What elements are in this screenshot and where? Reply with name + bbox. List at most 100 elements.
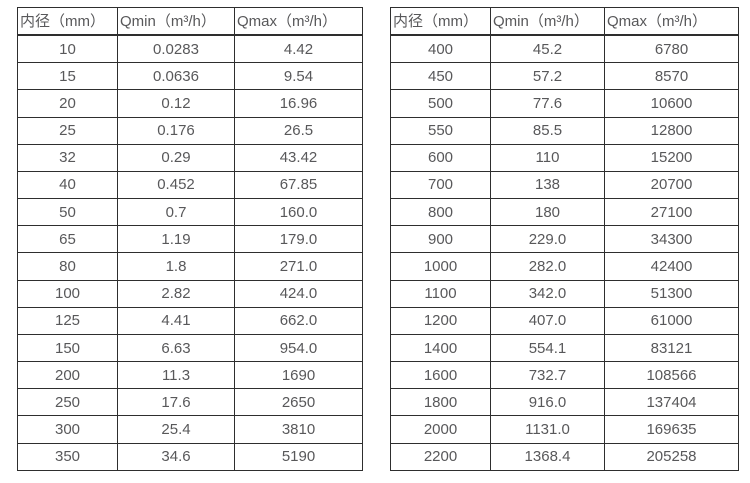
table-cell: 169635 <box>604 415 739 444</box>
table-cell: 20 <box>17 89 118 118</box>
table-cell: 15 <box>17 62 118 91</box>
table-cell: 700 <box>390 170 491 200</box>
table-cell: 350 <box>17 442 118 472</box>
table-cell: 40 <box>17 170 118 200</box>
table-cell: 2200 <box>390 442 491 472</box>
table-cell: 3810 <box>234 415 363 444</box>
table-cell: 100 <box>17 279 118 308</box>
table-cell: 342.0 <box>490 279 605 308</box>
table-cell: 16.96 <box>234 89 363 118</box>
header-row: 内径（mm） Qmin（m³/h） Qmax（m³/h） <box>17 7 363 36</box>
table-cell: 1400 <box>390 333 491 363</box>
table-row: 1400 554.1 83121 <box>390 333 739 363</box>
table-cell: 17.6 <box>117 388 235 417</box>
table-cell: 77.6 <box>490 89 605 118</box>
table-cell: 0.29 <box>117 143 235 172</box>
table-cell: 2000 <box>390 415 491 444</box>
table-cell: 0.452 <box>117 170 235 200</box>
table-row: 200 11.3 1690 <box>17 361 363 390</box>
table-cell: 0.176 <box>117 116 235 145</box>
table-cell: 4.41 <box>117 306 235 335</box>
table-cell: 0.7 <box>117 198 235 227</box>
table-cell: 80 <box>17 252 118 281</box>
table-row: 150 6.63 954.0 <box>17 333 363 363</box>
table-cell: 282.0 <box>490 252 605 281</box>
table-cell: 5190 <box>234 442 363 472</box>
table-cell: 407.0 <box>490 306 605 335</box>
table-cell: 150 <box>17 333 118 363</box>
table-cell: 900 <box>390 225 491 254</box>
table-cell: 179.0 <box>234 225 363 254</box>
flow-rate-table-small-diameters: 内径（mm） Qmin（m³/h） Qmax（m³/h） 10 0.0283 4.4… <box>17 7 363 472</box>
header-qmax: Qmax（m³/h） <box>604 7 739 36</box>
table-cell: 1131.0 <box>490 415 605 444</box>
table-cell: 180 <box>490 198 605 227</box>
table-cell: 1368.4 <box>490 442 605 472</box>
table-row: 300 25.4 3810 <box>17 415 363 444</box>
table-cell: 25.4 <box>117 415 235 444</box>
flow-rate-table-large-diameters: 内径（mm） Qmin（m³/h） Qmax（m³/h） 400 45.2 6780… <box>390 7 739 472</box>
table-cell: 0.0283 <box>117 34 235 64</box>
table-cell: 0.12 <box>117 89 235 118</box>
table-row: 50 0.7 160.0 <box>17 198 363 227</box>
table-cell: 34300 <box>604 225 739 254</box>
table-row: 550 85.5 12800 <box>390 116 739 145</box>
table-cell: 11.3 <box>117 361 235 390</box>
table-cell: 450 <box>390 62 491 91</box>
table-row: 65 1.19 179.0 <box>17 225 363 254</box>
table-cell: 50 <box>17 198 118 227</box>
table-cell: 2.82 <box>117 279 235 308</box>
table-cell: 550 <box>390 116 491 145</box>
table-row: 1100 342.0 51300 <box>390 279 739 308</box>
header-diameter: 内径（mm） <box>17 7 118 36</box>
table-cell: 2650 <box>234 388 363 417</box>
table-cell: 500 <box>390 89 491 118</box>
table-cell: 67.85 <box>234 170 363 200</box>
table-cell: 57.2 <box>490 62 605 91</box>
table-row: 1800 916.0 137404 <box>390 388 739 417</box>
table-cell: 1.8 <box>117 252 235 281</box>
table-cell: 15200 <box>604 143 739 172</box>
table-cell: 1200 <box>390 306 491 335</box>
table-cell: 732.7 <box>490 361 605 390</box>
table-cell: 6780 <box>604 34 739 64</box>
table-cell: 662.0 <box>234 306 363 335</box>
table-row: 1200 407.0 61000 <box>390 306 739 335</box>
table-cell: 1100 <box>390 279 491 308</box>
table-cell: 600 <box>390 143 491 172</box>
table-cell: 400 <box>390 34 491 64</box>
table-row: 450 57.2 8570 <box>390 62 739 91</box>
table-cell: 0.0636 <box>117 62 235 91</box>
table-cell: 424.0 <box>234 279 363 308</box>
table-row: 25 0.176 26.5 <box>17 116 363 145</box>
table-row: 600 110 15200 <box>390 143 739 172</box>
header-qmin: Qmin（m³/h） <box>490 7 605 36</box>
table-row: 900 229.0 34300 <box>390 225 739 254</box>
header-qmax: Qmax（m³/h） <box>234 7 363 36</box>
table-body: 10 0.0283 4.42 15 0.0636 9.54 20 0.12 16.96 25 0.1… <box>17 34 363 472</box>
table-row: 2000 1131.0 169635 <box>390 415 739 444</box>
table-row: 1600 732.7 108566 <box>390 361 739 390</box>
table-cell: 271.0 <box>234 252 363 281</box>
table-row: 40 0.452 67.85 <box>17 170 363 200</box>
table-cell: 954.0 <box>234 333 363 363</box>
table-cell: 1600 <box>390 361 491 390</box>
table-row: 20 0.12 16.96 <box>17 89 363 118</box>
table-cell: 800 <box>390 198 491 227</box>
table-cell: 1800 <box>390 388 491 417</box>
table-cell: 137404 <box>604 388 739 417</box>
table-cell: 1690 <box>234 361 363 390</box>
table-cell: 27100 <box>604 198 739 227</box>
table-cell: 200 <box>17 361 118 390</box>
table-cell: 300 <box>17 415 118 444</box>
table-row: 500 77.6 10600 <box>390 89 739 118</box>
table-row: 80 1.8 271.0 <box>17 252 363 281</box>
table-cell: 43.42 <box>234 143 363 172</box>
table-cell: 554.1 <box>490 333 605 363</box>
table-cell: 6.63 <box>117 333 235 363</box>
table-cell: 45.2 <box>490 34 605 64</box>
header-diameter: 内径（mm） <box>390 7 491 36</box>
table-cell: 26.5 <box>234 116 363 145</box>
table-cell: 10600 <box>604 89 739 118</box>
table-cell: 10 <box>17 34 118 64</box>
